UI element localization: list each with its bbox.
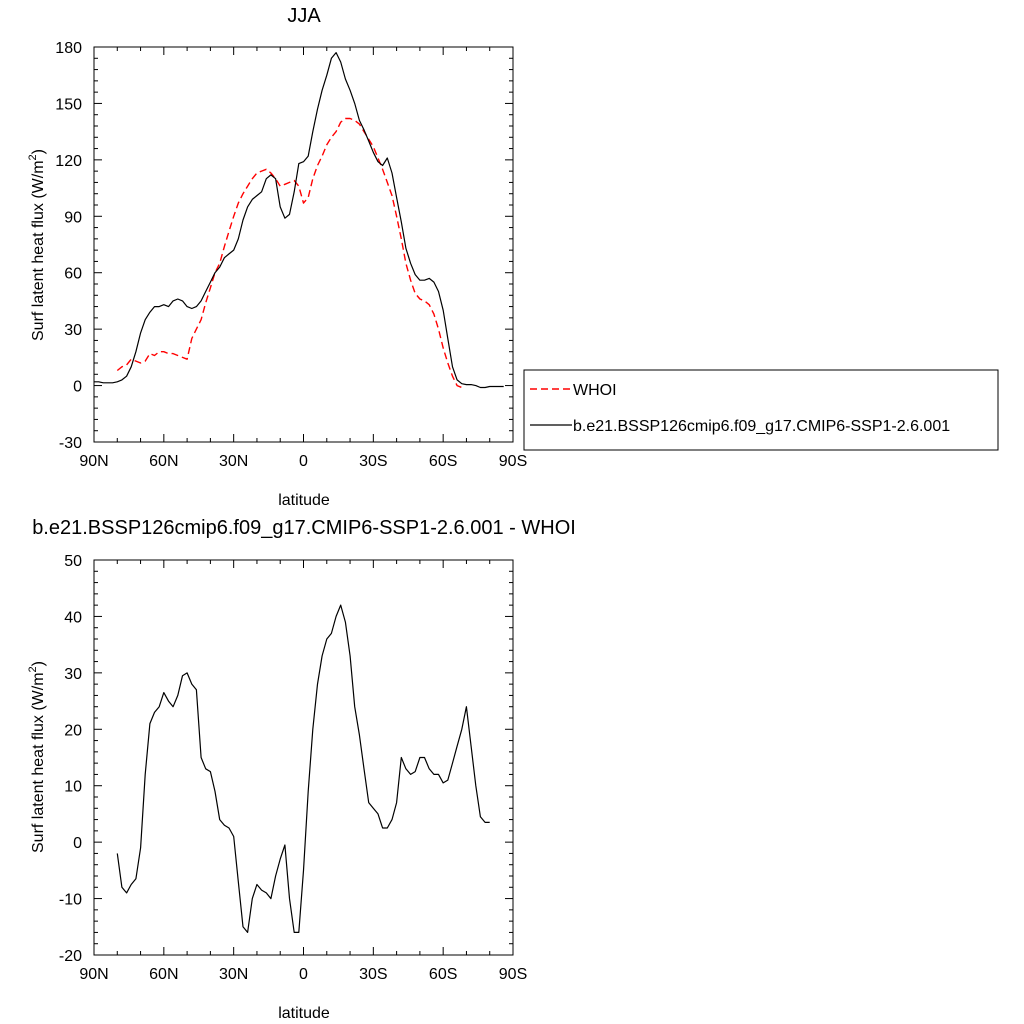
series-layer (94, 52, 504, 389)
bottom-panel: b.e21.BSSP126cmip6.f09_g17.CMIP6-SSP1-2.… (27, 517, 576, 1022)
x-tick-label: 60S (429, 966, 457, 983)
y-axis-label-sup: 2 (27, 666, 39, 672)
y-axis-label-main: Surf latent heat flux (W/m (30, 160, 47, 341)
series-line-0 (116, 604, 490, 933)
legend-box (523, 369, 999, 451)
y-tick-label: 180 (55, 40, 82, 57)
y-tick-label: -30 (59, 435, 82, 452)
legend-label-model: b.e21.BSSP126cmip6.f09_g17.CMIP6-SSP1-2.… (573, 418, 950, 435)
x-tick-label: 0 (299, 966, 308, 983)
chart-title: b.e21.BSSP126cmip6.f09_g17.CMIP6-SSP1-2.… (32, 517, 576, 539)
y-axis-label: Surf latent heat flux (W/m2) (27, 149, 47, 341)
x-tick-label: 90S (499, 453, 527, 470)
plot-frame (93, 559, 514, 956)
series-line-1 (94, 52, 504, 389)
x-tick-label: 90S (499, 966, 527, 983)
x-tick-label: 90N (79, 966, 108, 983)
y-tick-label: 10 (64, 779, 82, 796)
y-axis-label-close: ) (30, 149, 47, 154)
y-tick-label: -20 (59, 948, 82, 965)
y-tick-label: 40 (64, 609, 82, 626)
plot-frame (93, 46, 514, 443)
y-tick-label: 60 (64, 266, 82, 283)
x-tick-label: 30S (359, 453, 387, 470)
series-line-0 (116, 117, 463, 389)
y-tick-label: 50 (64, 553, 82, 570)
y-tick-label: 30 (64, 666, 82, 683)
y-axis-label-close: ) (30, 661, 47, 666)
x-axis-label: latitude (278, 492, 330, 509)
x-tick-label: 60N (149, 966, 178, 983)
legend: WHOI b.e21.BSSP126cmip6.f09_g17.CMIP6-SS… (523, 369, 999, 451)
series-layer (116, 604, 490, 933)
ticks-layer: 90N 60N 30N 0 30S 60S 90S -20 -10 0 10 20 30 40 50 (59, 553, 527, 983)
y-axis-label-main: Surf latent heat flux (W/m (30, 672, 47, 853)
y-tick-label: 0 (73, 835, 82, 852)
top-panel: JJA 90N 60N 30N 0 30S 60S 90S -30 0 30 60 90 120 150 1… (27, 5, 527, 509)
y-axis-label-sup: 2 (27, 154, 39, 160)
x-tick-label: 60S (429, 453, 457, 470)
y-axis-label: Surf latent heat flux (W/m2) (27, 661, 47, 853)
legend-label-whoi: WHOI (573, 382, 617, 399)
x-tick-label: 90N (79, 453, 108, 470)
y-tick-label: -10 (59, 892, 82, 909)
y-tick-label: 30 (64, 322, 82, 339)
y-tick-label: 120 (55, 153, 82, 170)
ticks-layer: 90N 60N 30N 0 30S 60S 90S -30 0 30 60 90 120 150 180 (55, 40, 527, 470)
x-tick-label: 30N (219, 966, 248, 983)
y-tick-label: 20 (64, 722, 82, 739)
x-tick-label: 60N (149, 453, 178, 470)
x-tick-label: 0 (299, 453, 308, 470)
x-tick-label: 30S (359, 966, 387, 983)
y-tick-label: 150 (55, 96, 82, 113)
chart-title: JJA (287, 5, 321, 27)
y-tick-label: 0 (73, 379, 82, 396)
x-tick-label: 30N (219, 453, 248, 470)
y-tick-label: 90 (64, 209, 82, 226)
x-axis-label: latitude (278, 1005, 330, 1022)
